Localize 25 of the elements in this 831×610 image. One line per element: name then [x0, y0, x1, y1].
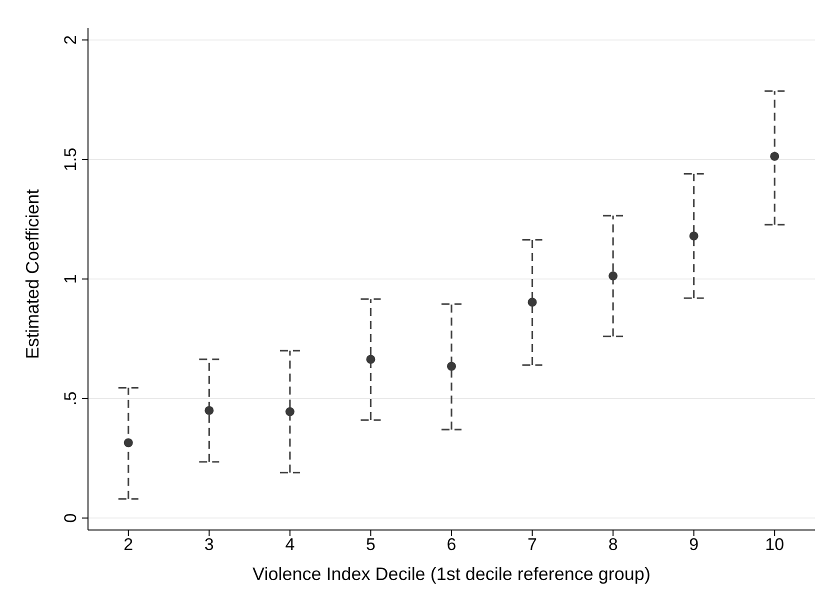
- x-tick-label: 3: [204, 535, 214, 554]
- x-axis-title: Violence Index Decile (1st decile reference group): [252, 564, 650, 584]
- y-tick-label: 0: [61, 513, 80, 523]
- x-tick-label: 4: [285, 535, 295, 554]
- x-tick-label: 8: [608, 535, 618, 554]
- point: [446, 362, 456, 371]
- x-tick-label: 5: [366, 535, 376, 554]
- x-tick-label: 7: [528, 535, 538, 554]
- x-tick-label: 9: [689, 535, 699, 554]
- point: [528, 298, 537, 307]
- point: [124, 438, 133, 448]
- x-tick-label: 6: [446, 535, 456, 554]
- point: [204, 406, 214, 415]
- y-tick-label: .5: [61, 391, 80, 406]
- y-axis-title: Estimated Coefficient: [22, 189, 42, 359]
- y-tick-label: 1: [61, 274, 80, 284]
- y-tick-label: 1.5: [61, 148, 80, 172]
- point: [285, 407, 294, 416]
- point: [608, 271, 618, 280]
- y-tick-label: 2: [61, 35, 80, 45]
- point: [770, 152, 780, 161]
- point: [366, 354, 376, 364]
- x-tick-label: 10: [765, 535, 784, 554]
- x-tick-label: 2: [124, 535, 134, 554]
- point: [689, 231, 698, 240]
